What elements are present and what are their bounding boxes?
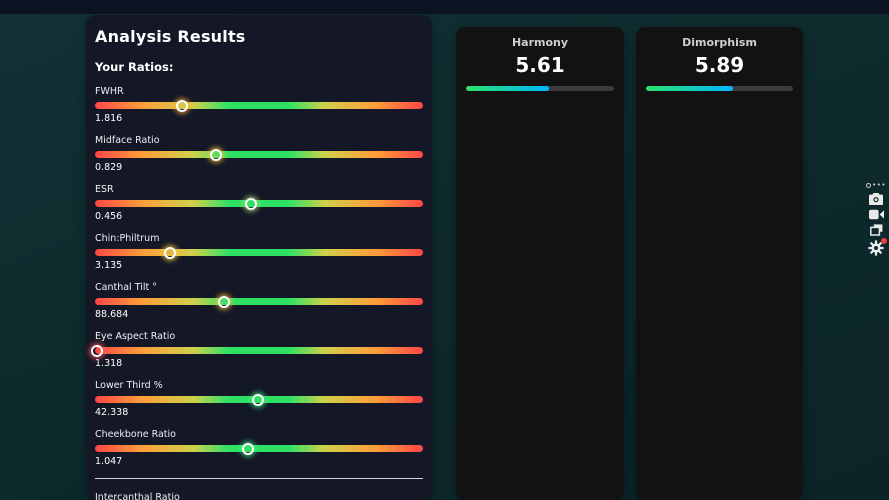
- slider-thumb[interactable]: [252, 393, 265, 406]
- ratio-row: Chin:Philtrum 3.135: [95, 233, 423, 272]
- ratio-value: 3.135: [95, 260, 123, 271]
- ratio-list: FWHR 1.816 Midface Ratio 0.829 ESR 0.456…: [90, 86, 423, 468]
- ratio-slider[interactable]: [95, 295, 423, 308]
- ratio-row: Lower Third % 42.338: [95, 380, 423, 419]
- ratio-slider[interactable]: [95, 99, 423, 112]
- ratio-value: 1.318: [95, 358, 123, 369]
- ratio-row: Midface Ratio 0.829: [95, 135, 423, 174]
- handle-dots: •••: [872, 181, 886, 189]
- ratio-value: 0.829: [95, 162, 123, 173]
- ratio-slider[interactable]: [95, 197, 423, 210]
- ratio-value: 1.816: [95, 113, 123, 124]
- ratio-label: Eye Aspect Ratio: [95, 331, 176, 342]
- panel-title: Analysis Results: [95, 27, 246, 46]
- dimorphism-bar-track: [646, 86, 793, 91]
- ratio-slider[interactable]: [95, 148, 423, 161]
- extension-toolbar: •••: [866, 181, 888, 256]
- ratio-value: 1.047: [95, 456, 123, 467]
- ratio-label: FWHR: [95, 86, 124, 97]
- browser-top-strip: [0, 0, 889, 14]
- handle-icon[interactable]: •••: [866, 181, 886, 189]
- ratio-row: Eye Aspect Ratio 1.318: [90, 331, 423, 370]
- section-divider: [95, 478, 423, 479]
- ratio-slider[interactable]: [90, 344, 423, 357]
- handle-circle: [866, 182, 872, 188]
- slider-thumb[interactable]: [241, 442, 254, 455]
- slider-thumb[interactable]: [245, 197, 258, 210]
- dimorphism-bar-fill: [646, 86, 733, 91]
- harmony-value: 5.61: [515, 53, 565, 77]
- harmony-bar-fill: [466, 86, 550, 91]
- harmony-bar-track: [466, 86, 614, 91]
- gear-icon[interactable]: [868, 238, 888, 256]
- notification-badge: [881, 238, 888, 244]
- ratio-value: 88.684: [95, 309, 129, 320]
- video-camera-icon[interactable]: [868, 209, 884, 220]
- ratio-row: Canthal Tilt ° 88.684: [95, 282, 423, 321]
- ratio-label: Midface Ratio: [95, 135, 160, 146]
- ratio-slider[interactable]: [95, 442, 423, 455]
- slider-thumb[interactable]: [164, 246, 177, 259]
- windows-icon[interactable]: [869, 224, 883, 236]
- ratio-row: Cheekbone Ratio 1.047: [95, 429, 423, 468]
- ratio-label-intercanthal: Intercanthal Ratio: [95, 492, 180, 500]
- ratio-label: Canthal Tilt °: [95, 282, 157, 293]
- ratio-label: Lower Third %: [95, 380, 163, 391]
- ratio-row: FWHR 1.816: [95, 86, 423, 125]
- ratio-slider[interactable]: [95, 246, 423, 259]
- harmony-card: Harmony 5.61: [456, 27, 624, 500]
- dimorphism-value: 5.89: [694, 53, 745, 77]
- ratio-value: 42.338: [95, 407, 129, 418]
- ratio-label: Chin:Philtrum: [95, 233, 160, 244]
- dimorphism-title: Dimorphism: [682, 36, 757, 49]
- slider-thumb[interactable]: [210, 148, 223, 161]
- dimorphism-card: Dimorphism 5.89: [636, 27, 803, 500]
- ratio-label: ESR: [95, 184, 114, 195]
- harmony-title: Harmony: [511, 36, 569, 49]
- ratio-row: ESR 0.456: [95, 184, 423, 223]
- slider-thumb[interactable]: [175, 99, 188, 112]
- ratio-slider[interactable]: [95, 393, 423, 406]
- slider-thumb[interactable]: [218, 295, 231, 308]
- ratio-label: Cheekbone Ratio: [95, 429, 176, 440]
- slider-thumb[interactable]: [90, 344, 103, 357]
- camera-icon[interactable]: [869, 193, 884, 205]
- ratios-subtitle: Your Ratios:: [95, 60, 174, 74]
- analysis-results-panel: Analysis Results Your Ratios: FWHR 1.816…: [86, 15, 432, 500]
- ratio-value: 0.456: [95, 211, 123, 222]
